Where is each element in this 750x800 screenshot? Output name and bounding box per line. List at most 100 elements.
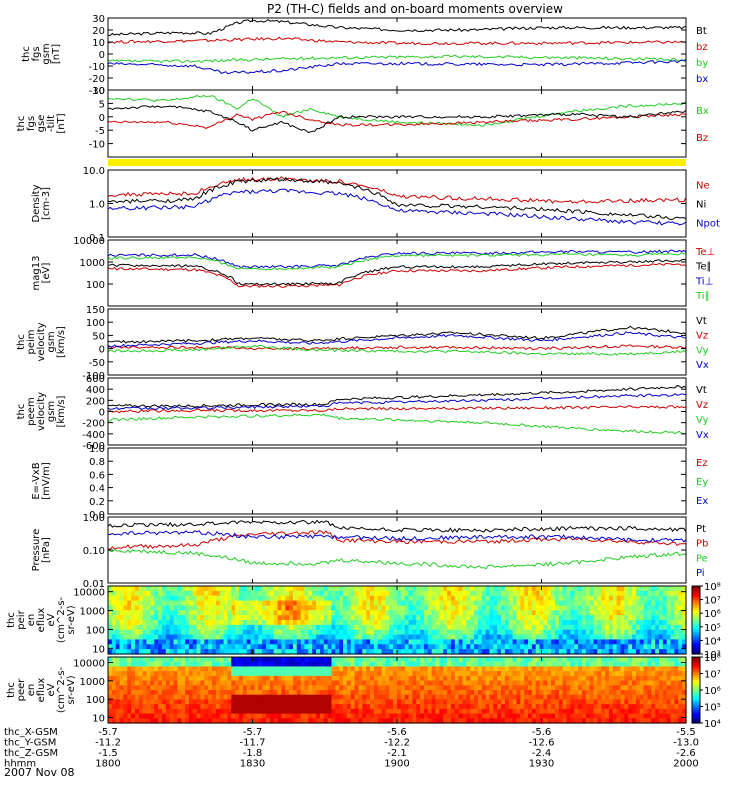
heatmap-cell [601,694,606,701]
heatmap-cell [408,690,414,696]
heatmap-cell [350,666,356,672]
heatmap-cell [134,718,140,724]
heatmap-cell [643,615,649,621]
heatmap-cell [554,675,560,682]
heatmap-cell [643,661,649,668]
heatmap-cell [373,600,379,607]
heatmap-cell [223,620,229,626]
heatmap-cell [173,680,178,686]
heatmap-cell [215,661,221,668]
heatmap-cell [493,657,498,663]
heatmap-cell [620,657,625,663]
heatmap-cell [570,590,575,597]
heatmap-cell [612,629,618,636]
colorbar-tick-label: 10⁸ [704,653,721,664]
heatmap-cell [258,699,263,705]
heatmap-cell [435,600,440,607]
heatmap-cell [158,620,163,626]
heatmap-cell [493,704,498,710]
heatmap-cell [300,629,306,636]
heatmap-cell [423,620,429,626]
heatmap-cell [173,600,178,607]
heatmap-cell [142,708,148,715]
heatmap-cell [682,649,687,655]
heatmap-cell [612,704,618,710]
heatmap-cell [497,605,502,611]
heatmap-cell [678,708,683,715]
heatmap-cell [670,620,676,626]
heatmap-cell [358,680,363,686]
heatmap-cell [366,586,371,592]
heatmap-cell [458,595,464,602]
heatmap-cell [589,657,595,663]
heatmap-cell [493,713,498,719]
heatmap-cell [462,639,467,645]
colorbar-segment [692,671,700,675]
heatmap-cell [250,694,256,701]
heatmap-cell [574,590,579,597]
heatmap-cell [273,671,279,677]
heatmap-cell [188,690,194,696]
heatmap-cell [470,685,475,691]
heatmap-cell [535,644,541,650]
heatmap-cell [605,590,610,597]
heatmap-cell [381,649,387,655]
heatmap-cell [212,718,217,724]
heatmap-cell [323,634,329,641]
heatmap-cell [547,649,552,655]
heatmap-cell [246,649,252,655]
heatmap-cell [474,694,479,701]
heatmap-cell [150,610,155,616]
heatmap-cell [639,713,645,719]
heatmap-cell [111,671,117,677]
heatmap-cell [331,685,336,691]
heatmap-cell [354,718,360,724]
heatmap-cell [327,586,333,592]
heatmap-cell [416,685,421,691]
heatmap-cell [227,644,232,650]
heatmap-cell [381,680,387,686]
heatmap-cell [508,649,514,655]
heatmap-cell [605,671,610,677]
heatmap-cell [593,675,598,682]
heatmap-cell [516,718,521,724]
heatmap-cell [547,624,552,631]
heatmap-cell [366,680,371,686]
heatmap-cell [404,586,410,592]
heatmap-cell [554,657,560,663]
heatmap-cell [196,605,202,611]
heatmap-cell [416,605,421,611]
heatmap-cell [420,629,425,636]
heatmap-cell [416,661,421,668]
heatmap-cell [358,605,363,611]
heatmap-cell [612,657,618,663]
y-tick-label: 1.00 [83,513,105,524]
heatmap-cell [123,586,128,592]
heatmap-cell [400,624,406,631]
heatmap-cell [481,675,487,682]
y-tick-label: 600 [86,374,105,385]
heatmap-cell [462,600,467,607]
heatmap-cell [393,605,398,611]
heatmap-cell [269,586,275,592]
heatmap-cell [358,713,363,719]
heatmap-cell [316,615,321,621]
heatmap-cell [150,624,155,631]
heatmap-cell [177,590,182,597]
heatmap-cell [254,644,259,650]
heatmap-cell [285,694,290,701]
heatmap-cell [574,661,579,668]
heatmap-cell [470,586,475,592]
heatmap-cell [470,649,475,655]
heatmap-cell [574,605,579,611]
heatmap-cell [397,661,402,668]
heatmap-cell [562,713,568,719]
heatmap-cell [223,685,229,691]
heatmap-cell [185,666,190,672]
heatmap-cell [350,690,356,696]
heatmap-cell [601,675,606,682]
heatmap-cell [547,713,552,719]
heatmap-cell [165,644,171,650]
heatmap-cell [200,624,205,631]
